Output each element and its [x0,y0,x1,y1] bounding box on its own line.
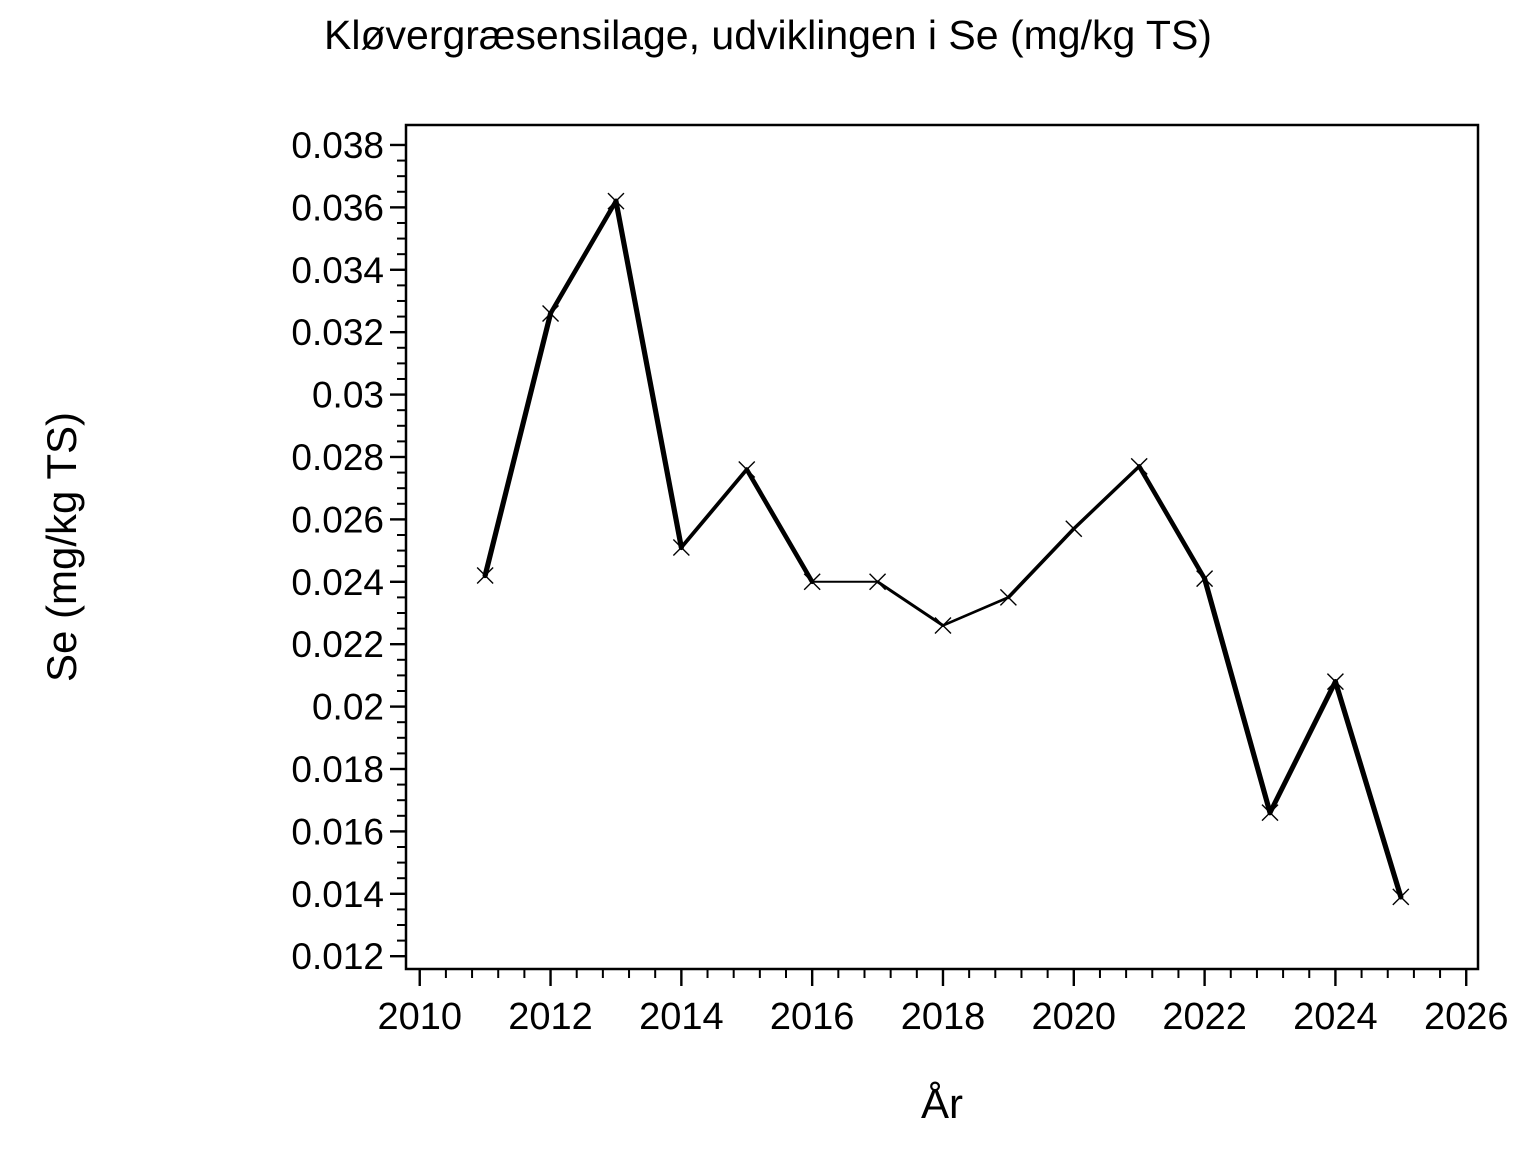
svg-text:0.014: 0.014 [291,874,384,915]
series-markers [476,192,1410,906]
svg-text:2020: 2020 [1032,996,1117,1038]
svg-text:0.032: 0.032 [291,312,384,353]
svg-text:2010: 2010 [377,996,462,1038]
svg-text:2014: 2014 [639,996,724,1038]
svg-text:0.03: 0.03 [312,375,384,416]
svg-text:0.034: 0.034 [291,250,384,291]
svg-text:2022: 2022 [1162,996,1247,1038]
svg-text:0.038: 0.038 [291,125,384,166]
x-axis-tick-labels: 2010 2012 2014 2016 2018 2020 2022 2024 2026 [377,996,1508,1038]
svg-text:0.026: 0.026 [291,499,384,540]
series-line [482,198,1404,900]
svg-text:2018: 2018 [901,996,986,1038]
svg-text:2012: 2012 [508,996,593,1038]
axis-frame [404,123,1480,971]
y-axis-tick-labels: 0.038 0.036 0.034 0.032 0.03 0.028 0.026 0.024 0… [291,125,384,977]
y-axis-ticks [390,143,406,958]
svg-text:0.016: 0.016 [291,811,384,852]
chart-title: Kløvergræsensilage, udviklingen i Se (mg… [324,12,1212,58]
svg-text:0.024: 0.024 [291,562,384,603]
x-axis-ticks [418,969,1468,986]
svg-text:0.02: 0.02 [312,687,384,728]
svg-text:0.036: 0.036 [291,187,384,228]
svg-text:2026: 2026 [1424,996,1509,1038]
svg-text:0.028: 0.028 [291,437,384,478]
svg-text:2016: 2016 [770,996,855,1038]
svg-text:0.022: 0.022 [291,624,384,665]
svg-text:0.012: 0.012 [291,936,384,977]
svg-text:2024: 2024 [1293,996,1378,1038]
svg-text:0.018: 0.018 [291,749,384,790]
x-axis-title: År [921,1080,963,1127]
